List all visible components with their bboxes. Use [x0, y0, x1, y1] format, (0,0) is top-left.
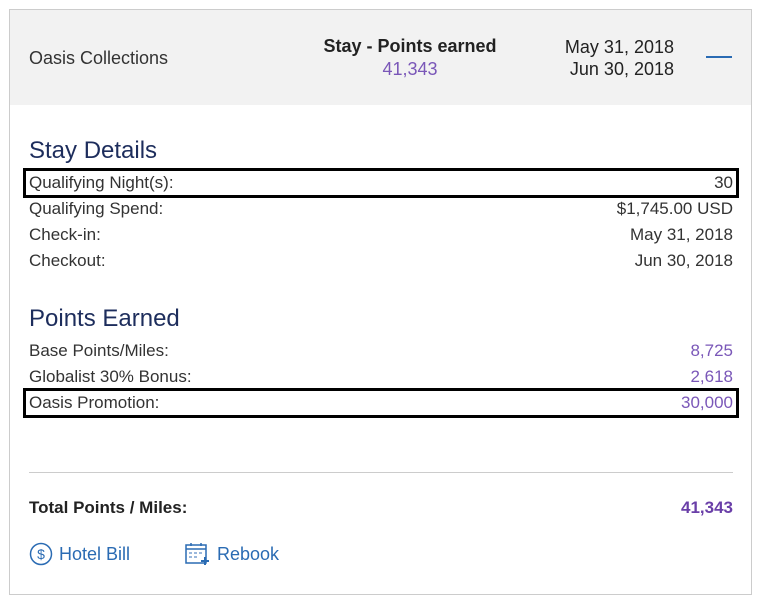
- hotel-bill-label: Hotel Bill: [59, 543, 131, 564]
- total-label: Total Points / Miles:: [29, 498, 188, 517]
- row-label: Checkout:: [29, 251, 106, 270]
- total-points-row: Total Points / Miles: 41,343: [29, 498, 733, 518]
- row-label: Globalist 30% Bonus:: [29, 367, 192, 386]
- hotel-bill-link[interactable]: $ Hotel Bill: [29, 542, 130, 566]
- row-value: Jun 30, 2018: [634, 251, 733, 270]
- detail-row-qualifying-nights: Qualifying Night(s): 30: [23, 168, 739, 198]
- points-row-base: Base Points/Miles: 8,725: [29, 339, 733, 363]
- row-value: 2,618: [690, 367, 733, 386]
- row-value: May 31, 2018: [629, 225, 733, 244]
- activity-type: Stay - Points earned: [323, 36, 497, 56]
- row-label: Oasis Promotion:: [29, 393, 160, 412]
- hotel-name: Oasis Collections: [29, 48, 169, 68]
- row-label: Qualifying Spend:: [29, 199, 164, 218]
- stay-dates: May 31, 2018 Jun 30, 2018: [565, 36, 674, 80]
- stay-header[interactable]: Oasis Collections Stay - Points earned 4…: [10, 10, 751, 105]
- points-earned-title: Points Earned: [29, 305, 180, 332]
- divider: [29, 472, 733, 473]
- calendar-plus-icon: [185, 542, 211, 566]
- row-label: Check-in:: [29, 225, 101, 244]
- total-value: 41,343: [681, 498, 733, 517]
- rebook-label: Rebook: [217, 543, 280, 564]
- stay-card: Oasis Collections Stay - Points earned 4…: [9, 9, 752, 595]
- detail-row-check-in: Check-in: May 31, 2018: [29, 223, 733, 247]
- rebook-link[interactable]: Rebook: [185, 542, 279, 566]
- header-points: 41,343: [382, 59, 438, 79]
- detail-row-qualifying-spend: Qualifying Spend: $1,745.00 USD: [29, 197, 733, 221]
- row-value: $1,745.00 USD: [616, 199, 733, 218]
- row-value: 30: [714, 173, 733, 192]
- detail-row-checkout: Checkout: Jun 30, 2018: [29, 249, 733, 273]
- date-end: Jun 30, 2018: [569, 59, 674, 79]
- points-row-globalist-bonus: Globalist 30% Bonus: 2,618: [29, 365, 733, 389]
- dollar-circle-icon: $: [29, 542, 53, 566]
- minus-icon[interactable]: [706, 56, 732, 58]
- date-start: May 31, 2018: [564, 37, 674, 57]
- stay-details-title: Stay Details: [29, 137, 158, 164]
- points-row-oasis-promotion: Oasis Promotion: 30,000: [23, 388, 739, 418]
- row-label: Base Points/Miles:: [29, 341, 169, 360]
- row-value: 8,725: [690, 341, 733, 360]
- row-value: 30,000: [681, 393, 733, 412]
- svg-text:$: $: [37, 546, 45, 562]
- row-label: Qualifying Night(s):: [29, 173, 174, 192]
